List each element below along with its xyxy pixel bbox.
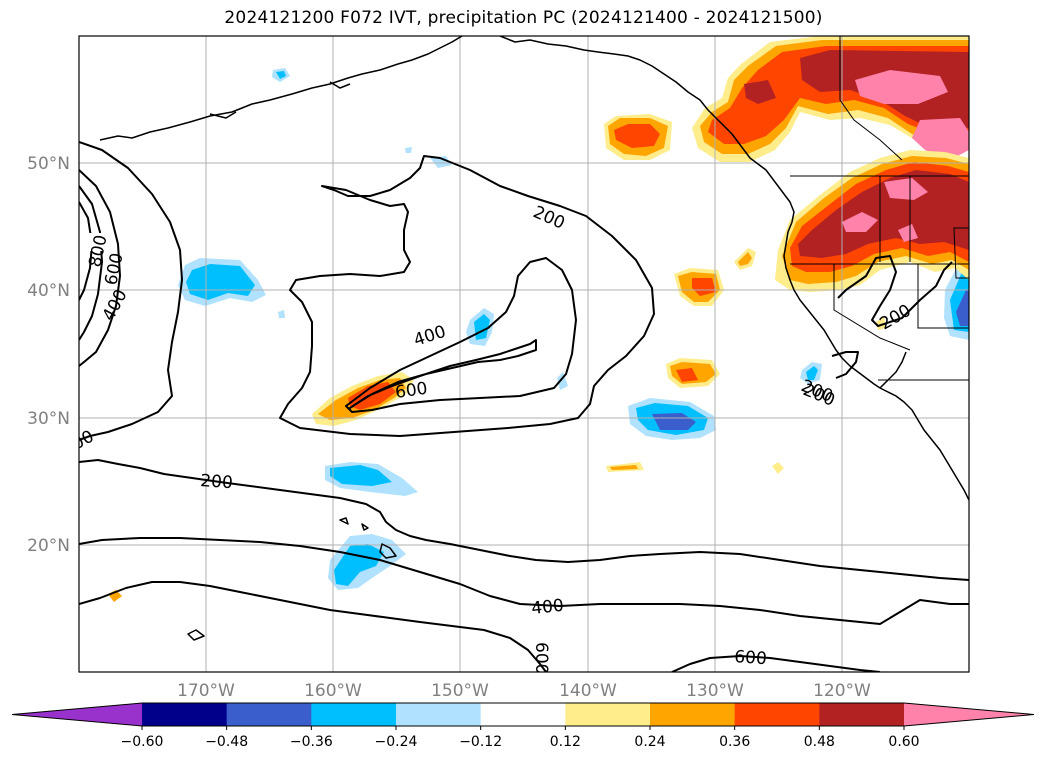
- colorbar-tick-label: 0.48: [804, 734, 835, 750]
- colorbar-tick-label: 0.24: [634, 734, 665, 750]
- colorbar-tick-label: −0.36: [290, 734, 333, 750]
- lat-label: 50°N: [27, 154, 70, 174]
- coastlines: [99, 36, 969, 641]
- lat-axis: 20°N 30°N 40°N 50°N: [27, 154, 70, 556]
- lon-label: 170°W: [177, 681, 235, 701]
- lat-label: 20°N: [27, 536, 70, 556]
- colorbar-segment: [396, 703, 482, 726]
- colorbar-segment: [142, 703, 228, 726]
- ivt-contours: [79, 141, 969, 672]
- contour-label: 600: [734, 647, 768, 669]
- negative-precip-shading: [178, 68, 969, 590]
- colorbar-extend-high: [904, 703, 1034, 726]
- colorbar-tick-label: −0.48: [205, 734, 248, 750]
- lat-label: 40°N: [27, 281, 70, 301]
- borders: [790, 36, 969, 381]
- map-area: 800 600 400 200 400 600 200 200 400 600 …: [79, 36, 969, 674]
- map-title: 2024121200 F072 IVT, precipitation PC (2…: [224, 8, 823, 28]
- lon-label: 150°W: [431, 681, 489, 701]
- colorbar-tick-label: −0.60: [121, 734, 164, 750]
- colorbar-segment: [480, 703, 566, 726]
- lat-label: 30°N: [27, 409, 70, 429]
- colorbar-tick-label: 0.60: [888, 734, 919, 750]
- lon-axis: 170°W 160°W 150°W 140°W 130°W 120°W: [177, 681, 871, 701]
- contour-label: 600: [531, 642, 551, 674]
- contour-label: 600: [394, 379, 429, 403]
- colorbar-tick-label: −0.12: [459, 734, 502, 750]
- colorbar-tick-label: −0.24: [375, 734, 418, 750]
- contour-label: 200: [200, 471, 234, 493]
- colorbar: −0.60 −0.48 −0.36 −0.24 −0.12 0.12 0.24 0.36 0.4…: [11, 702, 1035, 750]
- colorbar-segment: [565, 703, 651, 726]
- colorbar-segment: [226, 703, 312, 726]
- colorbar-tick-label: 0.36: [719, 734, 750, 750]
- lon-label: 130°W: [686, 681, 744, 701]
- colorbar-segment: [819, 703, 905, 726]
- lon-label: 140°W: [559, 681, 617, 701]
- colorbar-segment: [734, 703, 820, 726]
- map-frame: [78, 35, 970, 673]
- contour-label: 400: [530, 596, 564, 619]
- lon-label: 120°W: [813, 681, 871, 701]
- colorbar-segment: [311, 703, 397, 726]
- colorbar-tick-label: 0.12: [550, 734, 581, 750]
- colorbar-extend-low: [12, 703, 142, 726]
- lon-label: 160°W: [304, 681, 362, 701]
- colorbar-segment: [650, 703, 736, 726]
